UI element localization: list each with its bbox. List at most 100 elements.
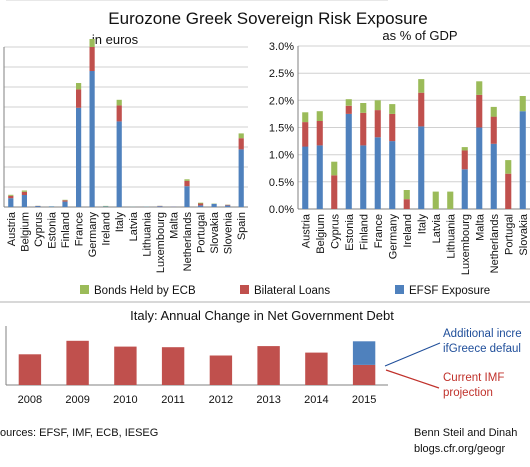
bar-segment [447,192,453,209]
bar-segment [491,107,497,117]
x-tick-label: Estonia [344,213,356,251]
bar-segment [66,341,88,385]
x-tick-label: Finland [60,212,72,248]
x-tick-label: Latvia [128,211,140,241]
bar-segment [225,205,230,206]
y-tick-label: 1.5% [269,123,294,135]
bar-segment [62,202,67,207]
x-tick-label: 2012 [209,394,233,406]
bar-segment [76,89,81,107]
x-tick-label: Lithuania [141,211,153,257]
bar-segment [360,145,366,209]
x-tick-label: Slovakia [518,213,530,255]
bar-segment [22,195,27,207]
bar-segment [103,206,108,207]
x-tick-label: Germany [387,214,399,260]
bar-segment [157,206,162,207]
y-tick-label: 0.5% [269,177,294,189]
annotation-imf-line1: Current IMF [443,372,504,384]
legend-swatch [80,285,89,294]
y-tick-label: 2.0% [269,95,294,107]
x-tick-label: Italy [416,214,428,235]
bar-segment [117,121,122,207]
x-tick-label: 2014 [304,394,328,406]
annotation-imf-line2: projection [443,387,493,399]
bar-segment [212,204,217,207]
bar-segment [184,186,189,207]
bar-segment [103,206,108,207]
left-chart-subtitle: in euros [92,32,139,47]
bar-segment [117,100,122,106]
bar-segment [462,169,468,209]
footer-sources: ources: EFSF, IMF, ECB, IESEG [0,427,158,439]
bar-segment [198,204,203,206]
legend-label: Bonds Held by ECB [94,285,196,297]
x-tick-label: Latvia [431,213,443,243]
x-tick-label: Belgium [19,212,31,252]
bar-segment [8,195,13,196]
x-tick-label: Cyprus [329,214,341,249]
annotation-additional-line1: Additional incre [443,328,522,340]
bar-segment [389,141,395,209]
bar-segment [114,347,136,385]
bar-segment [76,108,81,207]
bar-segment [239,133,244,138]
bar-segment [239,138,244,149]
bar-segment [433,192,439,209]
x-tick-label: Luxembourg [460,214,472,275]
legend-label: Bilateral Loans [254,285,330,297]
bar-segment [19,354,41,385]
x-tick-label: Malta [474,213,486,241]
bar-segment [462,147,468,150]
bar-segment [360,113,366,146]
annotation-additional-line2: ifGreece defaul [443,343,521,355]
bar-segment [198,203,203,204]
bar-segment [317,145,323,209]
bar-segment [491,117,497,144]
bar-segment [239,149,244,207]
bar-segment [90,39,95,47]
bar-segment [8,196,13,198]
legend-label: EFSF Exposure [409,285,490,297]
x-tick-label: Portugal [503,214,515,255]
legend-swatch [395,285,404,294]
bar-segment [353,365,375,385]
bar-segment [418,79,424,93]
y-tick-label: 1.0% [269,150,294,162]
x-tick-label: Netherlands [182,212,194,272]
x-tick-label: France [373,214,385,248]
bar-segment [462,150,468,169]
annotation-arrow-blue [385,343,440,366]
bar-segment [210,356,232,386]
bar-segment [331,162,337,176]
bar-segment [520,96,526,111]
bar-segment [491,144,497,209]
bar-segment [35,206,40,207]
x-tick-label: Cyprus [33,212,45,247]
legend-swatch [240,285,249,294]
bar-segment [8,198,13,207]
bar-segment [90,71,95,207]
x-tick-label: Lithuania [445,213,457,259]
y-tick-label: 3.0% [269,41,294,53]
x-tick-label: Netherlands [489,214,501,274]
bar-segment [346,99,352,106]
x-tick-label: Portugal [196,212,208,253]
bar-segment [476,95,482,128]
bar-segment [317,111,323,121]
x-tick-label: Luxembourg [155,212,167,273]
bar-segment [184,179,189,181]
bar-segment [331,175,337,209]
main-title: Eurozone Greek Sovereign Risk Exposure [108,9,427,28]
bar-segment [476,81,482,95]
x-tick-label: Austria [300,213,312,248]
bar-segment [62,200,67,201]
annotations: Additional incre ifGreece defaul Current… [385,328,522,399]
bar-segment [162,347,184,385]
x-tick-label: Ireland [402,214,414,248]
x-tick-label: Slovenia [223,211,235,254]
